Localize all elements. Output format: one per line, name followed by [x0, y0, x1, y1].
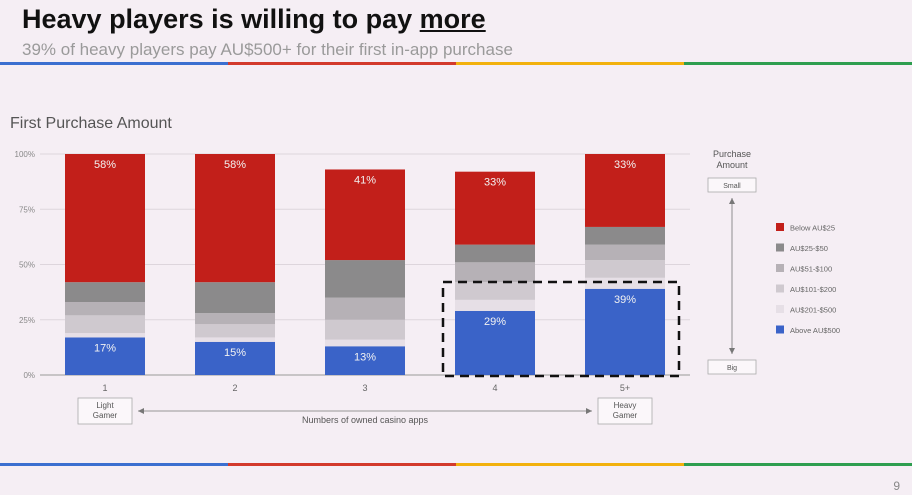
bar-segment — [65, 302, 145, 316]
y-tick-label: 75% — [19, 205, 35, 214]
light-gamer-label-box — [77, 397, 133, 425]
bar-segment — [195, 324, 275, 338]
bar-segment — [455, 262, 535, 283]
data-label: 15% — [224, 347, 246, 359]
chart-title: First Purchase Amount — [10, 115, 172, 132]
bar-segment — [455, 244, 535, 263]
bar-segment — [195, 341, 275, 375]
slide-subtitle: 39% of heavy players pay AU$500+ for the… — [22, 40, 513, 59]
legend-swatch — [776, 325, 784, 334]
bar-segment — [325, 346, 405, 375]
arrowhead-left — [138, 408, 144, 414]
heavy-gamer-label: Heavy Gamer — [613, 401, 638, 420]
stripe-segment — [228, 62, 456, 65]
legend-swatch — [776, 305, 784, 313]
arrowhead-down — [729, 348, 735, 354]
legend-swatch — [776, 264, 784, 272]
x-tick-label: 2 — [232, 383, 237, 393]
stripe-segment — [228, 463, 456, 466]
bar-segment — [585, 226, 665, 245]
data-label: 29% — [484, 316, 506, 328]
purchase-small-box — [707, 177, 757, 193]
bar-segment — [325, 339, 405, 347]
slide-title: Heavy players is willing to pay more — [22, 4, 486, 35]
y-tick-label: 50% — [19, 261, 35, 270]
bar-segment — [195, 337, 275, 342]
y-tick-label: 100% — [15, 150, 35, 159]
legend-label: AU$201-$500 — [790, 306, 836, 315]
bar-segment — [585, 260, 665, 278]
bar-segment — [195, 313, 275, 325]
purchase-small-label: Small — [723, 183, 741, 190]
light-gamer-label: Light Gamer — [93, 401, 118, 420]
arrowhead-right — [586, 408, 592, 414]
legend-swatch — [776, 284, 784, 293]
title-main: Heavy players is willing to pay — [22, 4, 420, 34]
stripe-segment — [0, 463, 228, 466]
bottom-color-stripe — [0, 463, 912, 466]
bar-segment — [325, 319, 405, 340]
legend-label: Below AU$25 — [790, 224, 835, 233]
legend-label: AU$101-$200 — [790, 285, 836, 294]
data-label: 41% — [354, 174, 376, 186]
x-tick-label: 1 — [102, 383, 107, 393]
data-label: 33% — [484, 177, 506, 189]
y-tick-label: 25% — [19, 316, 35, 325]
title-emphasis: more — [419, 4, 486, 34]
legend-swatch — [776, 223, 784, 231]
y-tick-label: 0% — [23, 371, 35, 380]
x-tick-label: 4 — [492, 383, 497, 393]
bar-segment — [325, 260, 405, 298]
bar-segment — [65, 333, 145, 338]
legend-swatch — [776, 243, 784, 252]
x-tick-label: 5+ — [620, 383, 630, 393]
stripe-segment — [684, 463, 912, 466]
stripe-segment — [456, 62, 684, 65]
bar-segment — [65, 282, 145, 303]
purchase-scale-title: Purchase Amount — [713, 149, 751, 170]
legend-label: Above AU$500 — [790, 326, 840, 335]
bar-segment — [455, 299, 535, 311]
bar-segment — [455, 282, 535, 300]
legend-label: AU$25-$50 — [790, 244, 828, 253]
data-label: 58% — [94, 159, 116, 171]
data-label: 13% — [354, 351, 376, 363]
heavy-gamer-label-box — [597, 397, 653, 425]
arrowhead-up — [729, 198, 735, 204]
bar-segment — [65, 154, 145, 283]
legend-label: AU$51-$100 — [790, 265, 832, 274]
purchase-big-label: Big — [727, 365, 737, 372]
bar-segment — [585, 277, 665, 289]
bar-segment — [195, 154, 275, 283]
bar-segment — [65, 315, 145, 334]
bar-segment — [585, 154, 665, 227]
stripe-segment — [684, 62, 912, 65]
data-label: 17% — [94, 342, 116, 354]
bar-segment — [65, 337, 145, 375]
purchase-big-box — [707, 359, 757, 375]
bar-segment — [585, 244, 665, 261]
stripe-segment — [0, 62, 228, 65]
bar-segment — [455, 310, 535, 375]
bar-segment — [325, 297, 405, 320]
stripe-segment — [456, 463, 684, 466]
bar-segment — [195, 282, 275, 314]
data-label: 39% — [614, 294, 636, 306]
bar-segment — [325, 169, 405, 261]
bar-segment — [585, 288, 665, 375]
bar-segment — [455, 171, 535, 245]
page-number: 9 — [893, 479, 900, 493]
data-label: 58% — [224, 159, 246, 171]
x-tick-label: 3 — [362, 383, 367, 393]
x-axis-label: Numbers of owned casino apps — [302, 415, 429, 425]
data-label: 33% — [614, 159, 636, 171]
top-color-stripe — [0, 62, 912, 65]
